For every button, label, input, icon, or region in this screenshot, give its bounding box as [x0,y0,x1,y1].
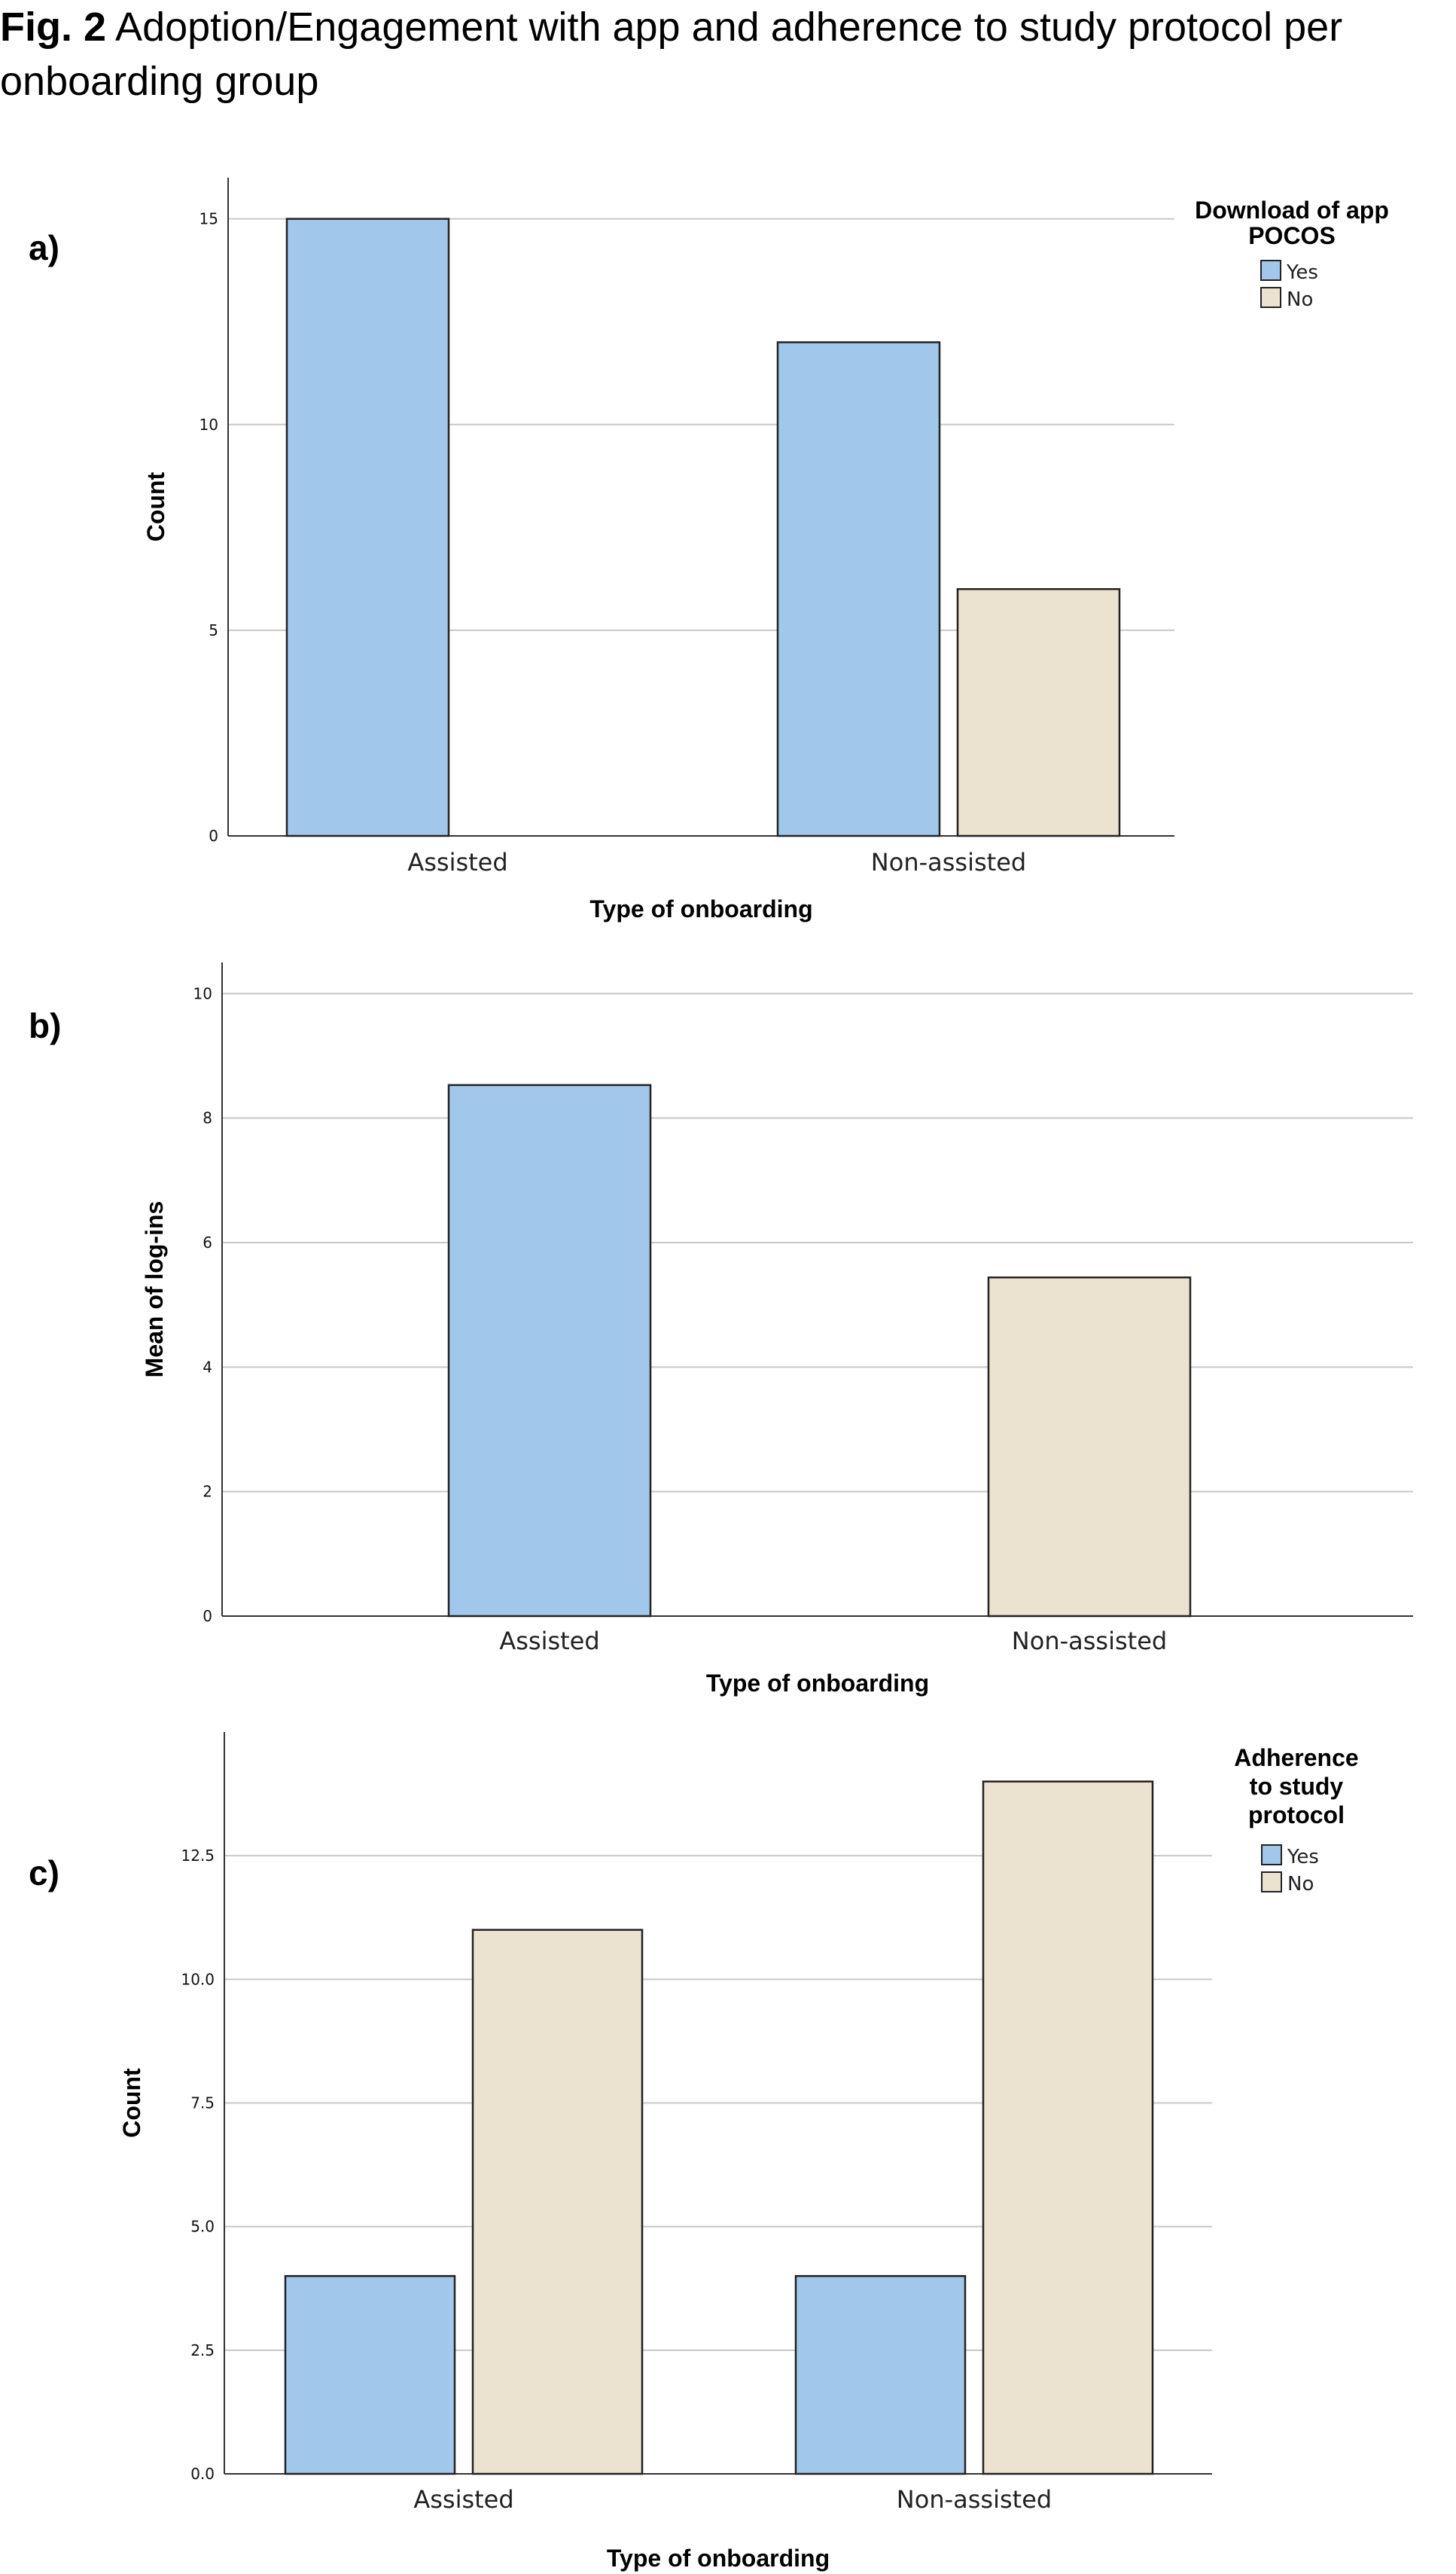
x-tick-label: Non-assisted [897,2485,1052,2514]
y-axis-title: Count [118,2068,145,2138]
legend-swatch [1260,260,1281,281]
legend-label: No [1287,288,1313,311]
caption-label: Fig. 2 [0,5,107,50]
y-tick-label: 15 [200,210,218,228]
panel-label: c) [29,1853,59,1892]
bar [284,2275,456,2475]
y-tick-label: 0.0 [190,2465,215,2483]
x-axis-title: Type of onboarding [706,1670,929,1697]
y-axis-title: Mean of log-ins [141,1201,168,1378]
y-tick-label: 8 [203,1109,212,1127]
x-tick-label: Non-assisted [871,848,1026,877]
chart-panel-c: c) 0.0 2.5 5.0 7.5 10.0 12.5 Assisted Non-assist… [29,1732,1359,2572]
panel-label: b) [29,1006,61,1045]
y-tick-label: 0 [209,827,218,845]
bar [447,1084,652,1618]
y-tick-label: 10 [200,416,218,434]
legend: Adherence to study protocol Yes No [1234,1744,1358,1895]
panel-label: a) [29,228,59,267]
chart-panel-a: a) 0 5 10 15 Assisted Non-assisted Type of onbo… [29,178,1389,923]
y-tick-label: 7.5 [190,2094,215,2112]
bar [982,1780,1154,2475]
x-tick-label: Assisted [413,2485,513,2514]
bar [285,218,450,837]
x-tick-label: Assisted [407,848,507,877]
legend-swatch [1261,1871,1282,1892]
figure-caption: Fig. 2 Adoption/Engagement with app and … [0,0,1456,108]
y-tick-label: 6 [203,1234,212,1252]
y-tick-label: 5.0 [190,2218,215,2236]
y-tick-label: 2 [203,1483,212,1501]
legend-label: Yes [1287,1846,1319,1868]
y-tick-label: 12.5 [181,1847,215,1865]
legend-title: Adherence to study protocol [1234,1744,1358,1828]
bar [471,1929,644,2475]
y-axis-title: Count [142,471,169,541]
bar [956,588,1121,837]
bar [794,2275,967,2475]
legend-swatch [1261,1844,1282,1865]
caption-text: Adoption/Engagement with app and adheren… [0,5,1343,104]
x-tick-label: Assisted [499,1627,599,1655]
legend-swatch [1260,287,1281,308]
y-tick-label: 4 [203,1358,212,1376]
bar [987,1276,1192,1618]
x-axis-title: Type of onboarding [607,2545,830,2572]
x-tick-label: Non-assisted [1012,1627,1167,1655]
bar [776,341,941,837]
y-tick-label: 2.5 [190,2341,215,2359]
chart-panel-b: b) 0 2 4 6 8 10 Assisted Non-assisted Type of onb… [29,962,1413,1697]
y-tick-label: 5 [209,621,218,639]
y-tick-label: 10 [193,984,212,1002]
x-axis-title: Type of onboarding [589,895,812,923]
y-tick-label: 0 [203,1607,212,1625]
legend-title: Download of app POCOS [1195,197,1389,249]
legend-label: Yes [1286,261,1318,284]
legend-label: No [1287,1873,1314,1895]
y-tick-label: 10.0 [181,1970,215,1988]
legend: Download of app POCOS Yes No [1195,197,1389,311]
